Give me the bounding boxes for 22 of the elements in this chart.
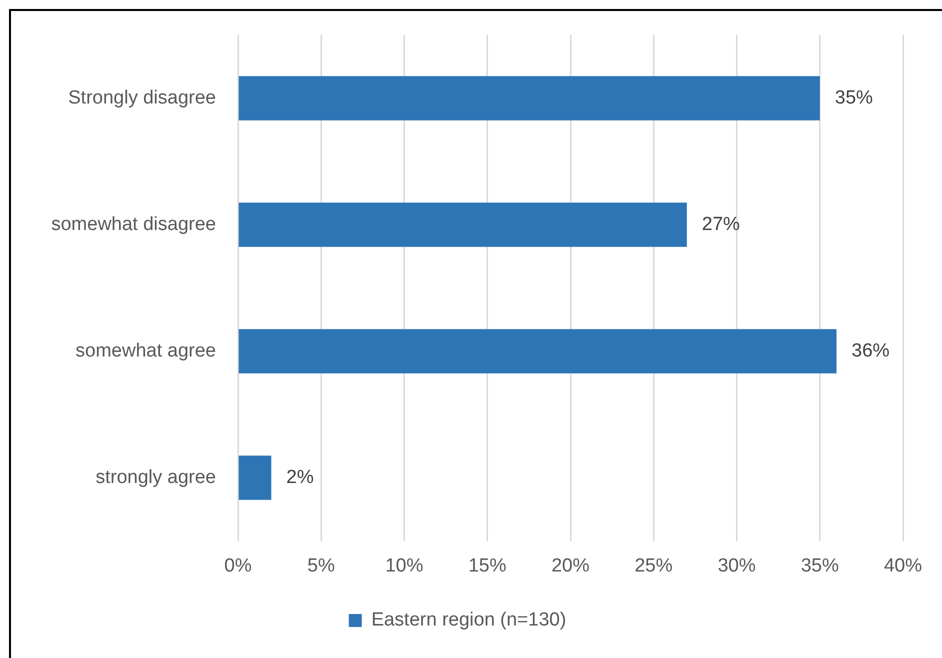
x-tick-label: 15%: [468, 556, 506, 577]
x-tick-label: 40%: [884, 556, 922, 577]
y-tick-label: somewhat agree: [76, 340, 216, 362]
x-tick-label: 10%: [385, 556, 424, 577]
y-tick-label: Strongly disagree: [68, 87, 216, 108]
x-tick-label: 25%: [634, 556, 673, 577]
y-tick-label: somewhat disagree: [51, 214, 216, 235]
legend-label: Eastern region (n=130): [371, 610, 566, 631]
x-tick-label: 5%: [307, 556, 335, 577]
bar: [238, 456, 272, 500]
data-label: 35%: [834, 87, 874, 108]
x-tick-label: 35%: [800, 556, 839, 577]
x-tick-label: 30%: [718, 556, 756, 577]
bar: [238, 202, 687, 247]
y-tick-label: strongly agree: [96, 466, 216, 488]
data-label: 36%: [852, 340, 890, 362]
data-label: 2%: [286, 466, 314, 488]
bar: [238, 76, 820, 120]
data-label: 27%: [702, 214, 740, 235]
x-tick-label: 20%: [551, 556, 590, 577]
x-tick-label: 0%: [224, 556, 252, 577]
bar: [238, 329, 836, 374]
